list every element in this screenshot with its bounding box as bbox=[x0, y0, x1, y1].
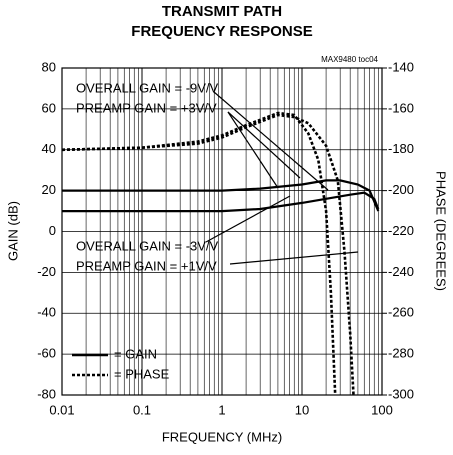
series-line bbox=[61, 111, 337, 396]
arrow bbox=[227, 111, 301, 179]
y-tick-label: 40 bbox=[42, 141, 56, 156]
y-tick-label: -60 bbox=[37, 346, 56, 361]
series-line bbox=[61, 113, 355, 396]
y2-tick-label: -240 bbox=[388, 264, 414, 279]
y2-tick-label: -160 bbox=[388, 100, 414, 115]
x-tick-label: 10 bbox=[295, 402, 309, 417]
y2-tick-label: -140 bbox=[388, 59, 414, 74]
x-tick-label: 0.1 bbox=[133, 402, 151, 417]
series-line bbox=[62, 179, 380, 212]
annotation: PREAMP GAIN = +3V/V bbox=[76, 100, 217, 115]
plot-frame bbox=[61, 67, 383, 396]
x-tick-label: 1 bbox=[218, 402, 225, 417]
annotation: OVERALL GAIN = -9V/V bbox=[76, 80, 219, 95]
y-axis-label: GAIN (dB) bbox=[5, 201, 20, 261]
y-tick-label: -20 bbox=[37, 264, 56, 279]
y-tick-label: 0 bbox=[49, 223, 56, 238]
y2-tick-label: -280 bbox=[388, 346, 414, 361]
y2-tick-label: -200 bbox=[388, 182, 414, 197]
chart-title: TRANSMIT PATH bbox=[162, 3, 282, 20]
series-line bbox=[62, 191, 380, 213]
y-tick-label: 80 bbox=[42, 59, 56, 74]
arrows bbox=[205, 91, 359, 265]
x-tick-label: 100 bbox=[371, 402, 393, 417]
y-tick-label: 60 bbox=[42, 100, 56, 115]
y2-tick-label: -220 bbox=[388, 223, 414, 238]
y2-tick-label: -260 bbox=[388, 305, 414, 320]
legend-label: = GAIN bbox=[114, 346, 157, 361]
y-tick-label: -40 bbox=[37, 305, 56, 320]
y-tick-label: 20 bbox=[42, 182, 56, 197]
annotation: OVERALL GAIN = -3V/V bbox=[76, 238, 219, 253]
y2-tick-label: -180 bbox=[388, 141, 414, 156]
x-axis-label: FREQUENCY (MHz) bbox=[162, 429, 282, 444]
arrow bbox=[213, 91, 329, 191]
arrow bbox=[227, 111, 279, 189]
annotation: PREAMP GAIN = +1V/V bbox=[76, 258, 217, 273]
y-tick-label: -80 bbox=[37, 386, 56, 401]
y2-axis-label: PHASE (DEGREES) bbox=[434, 171, 449, 291]
y2-tick-label: -300 bbox=[388, 386, 414, 401]
legend-label: = PHASE bbox=[114, 366, 170, 381]
arrow bbox=[229, 251, 359, 265]
x-tick-label: 0.01 bbox=[49, 402, 74, 417]
arrow bbox=[205, 195, 291, 243]
note: MAX9480 toc04 bbox=[321, 55, 378, 64]
annotations: OVERALL GAIN = -9V/V PREAMP GAIN = +3V/V… bbox=[76, 80, 359, 273]
chart-title: FREQUENCY RESPONSE bbox=[131, 23, 312, 40]
